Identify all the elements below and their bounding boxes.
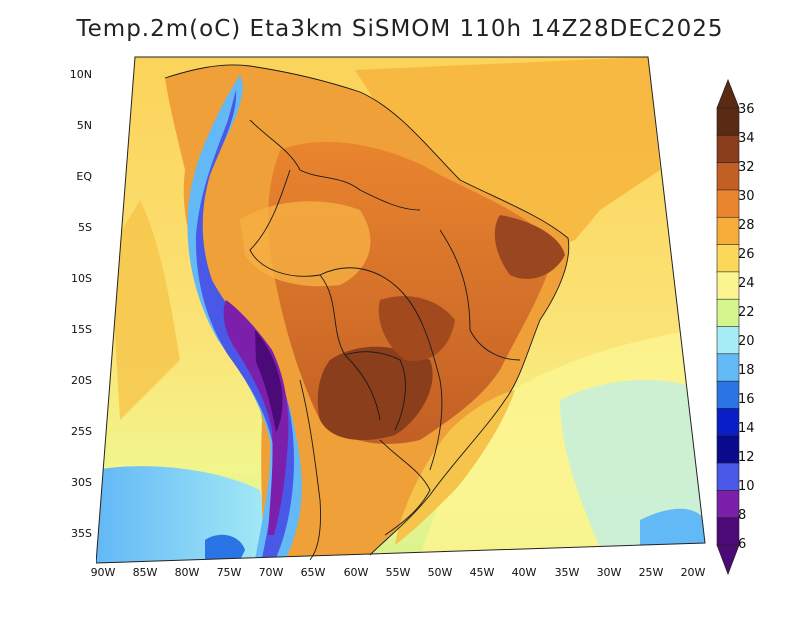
atlantic-warm-area [355, 57, 660, 260]
colorbar-label: 8 [738, 508, 747, 523]
colorbar-label: 12 [738, 450, 755, 465]
colorbar-swatch-t28 [716, 216, 740, 246]
lon-label: 65W [300, 566, 326, 579]
temperature-colorbar [716, 78, 740, 576]
lon-label: 80W [174, 566, 200, 579]
lon-label: 70W [258, 566, 284, 579]
colorbar-label: 22 [738, 305, 755, 320]
colorbar-swatch-t20 [716, 326, 740, 355]
colorbar-swatch-t12 [716, 435, 740, 464]
lat-label: 5S [78, 221, 92, 234]
lat-label: EQ [76, 170, 92, 183]
colorbar-swatch-t32 [716, 162, 740, 191]
colorbar-swatch-t22 [716, 298, 740, 328]
hottest-core-central [378, 296, 455, 361]
colorbar-label: 14 [738, 421, 755, 436]
lon-label: 90W [90, 566, 116, 579]
lon-label: 35W [554, 566, 580, 579]
lon-label: 20W [680, 566, 706, 579]
colorbar-swatch-t24 [716, 271, 740, 300]
colorbar-label: 36 [738, 102, 755, 117]
lat-label: 25S [71, 425, 92, 438]
lat-label: 35S [71, 527, 92, 540]
colorbar-label: 24 [738, 276, 755, 291]
colorbar-label: 20 [738, 334, 755, 349]
lon-label: 60W [343, 566, 369, 579]
south-atlantic-cyan-area [560, 380, 705, 548]
map-title: Temp.2m(oC) Eta3km SiSMOM 110h 14Z28DEC2… [76, 16, 724, 42]
southeast-coast-cool [395, 390, 515, 545]
lon-label: 30W [596, 566, 622, 579]
map-domain-border [96, 56, 706, 564]
lat-label: 10S [71, 272, 92, 285]
andes-deep-core [255, 330, 283, 432]
colorbar-swatch-t16 [716, 380, 740, 410]
colorbar-label: 32 [738, 160, 755, 175]
lon-label: 25W [638, 566, 664, 579]
colorbar-label: 26 [738, 247, 755, 262]
colorbar-label: 28 [738, 218, 755, 233]
country-borders [164, 64, 570, 561]
colorbar-swatch-t36 [716, 107, 740, 137]
lat-label: 30S [71, 476, 92, 489]
lon-label: 50W [427, 566, 453, 579]
temperature-map [96, 56, 706, 564]
colorbar-bottom-arrow [716, 544, 740, 576]
colorbar-swatch-t8 [716, 490, 740, 519]
lon-label: 40W [511, 566, 537, 579]
south-pacific-deep-cold [205, 534, 245, 560]
colorbar-label: 18 [738, 363, 755, 378]
lat-label: 5N [76, 119, 92, 132]
andes-inner-band [195, 90, 294, 558]
colorbar-swatch-t6 [716, 517, 740, 546]
lat-label: 20S [71, 374, 92, 387]
colorbar-label: 6 [738, 537, 747, 552]
colorbar-label: 10 [738, 479, 755, 494]
lon-label: 85W [132, 566, 158, 579]
colorbar-label: 34 [738, 131, 755, 146]
lon-label: 55W [385, 566, 411, 579]
colorbar-swatch-t30 [716, 189, 740, 219]
lon-label: 75W [216, 566, 242, 579]
hottest-core-northeast [494, 215, 565, 279]
lat-label: 15S [71, 323, 92, 336]
lat-label: 10N [69, 68, 92, 81]
amazon-milder-area [240, 201, 371, 287]
colorbar-swatch-t10 [716, 462, 740, 492]
pacific-warm-band [110, 200, 180, 420]
colorbar-top-arrow [716, 78, 740, 109]
colorbar-swatch-t26 [716, 244, 740, 273]
colorbar-swatch-t34 [716, 135, 740, 164]
colorbar-swatch-t18 [716, 353, 740, 382]
colorbar-swatch-t14 [716, 408, 740, 437]
south-atlantic-blue-area [640, 508, 705, 546]
colorbar-label: 30 [738, 189, 755, 204]
colorbar-label: 16 [738, 392, 755, 407]
lon-label: 45W [469, 566, 495, 579]
